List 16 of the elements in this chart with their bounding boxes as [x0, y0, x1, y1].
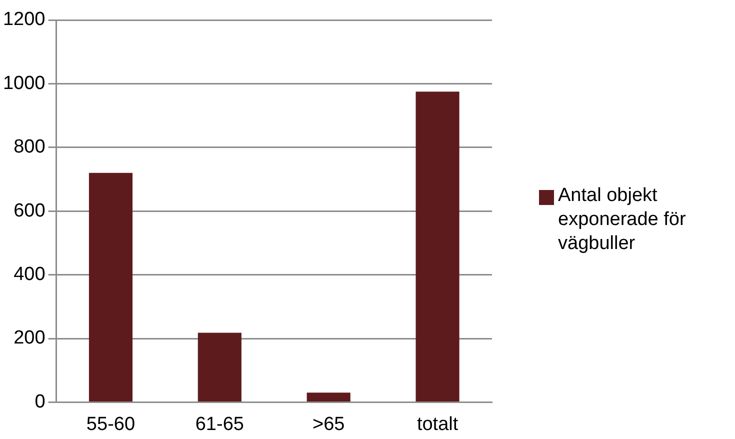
y-tick-label: 200 [14, 328, 46, 349]
bar [88, 172, 133, 402]
bar [416, 92, 460, 402]
x-tick-label: >65 [312, 414, 345, 435]
bar [198, 332, 242, 402]
y-tick-label: 1200 [2, 9, 46, 30]
y-tick-label: 800 [14, 136, 46, 158]
y-tick-label: 0 [34, 391, 46, 412]
x-tick-label: 61-65 [195, 414, 244, 435]
y-tick-label: 400 [14, 264, 46, 286]
x-tick-label: totalt [416, 414, 459, 435]
bar [306, 392, 350, 402]
y-tick-label: 600 [14, 200, 46, 222]
y-tick-label: 1000 [2, 72, 46, 94]
legend-label: Antal objekt exponerade för vägbuller [558, 185, 686, 254]
x-tick-label: 55-60 [86, 414, 136, 435]
